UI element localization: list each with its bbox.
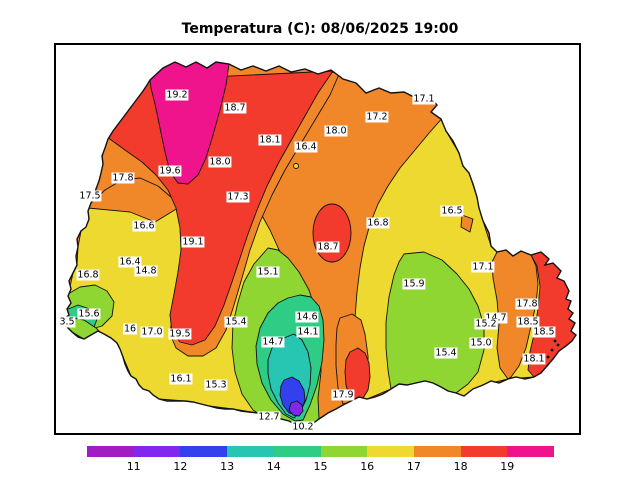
contour-region-violet-nest bbox=[288, 400, 304, 417]
contour-label: 16.8 bbox=[366, 217, 390, 229]
contour-label: 18.1 bbox=[258, 134, 282, 146]
contour-label: 18.0 bbox=[208, 156, 232, 168]
contour-label: 19.1 bbox=[181, 236, 205, 248]
colorbar-segment bbox=[87, 446, 134, 457]
contour-label: 16.4 bbox=[294, 141, 318, 153]
contour-label: 15.6 bbox=[77, 308, 101, 320]
contour-label: 18.7 bbox=[316, 241, 340, 253]
contour-label: 15.1 bbox=[256, 266, 280, 278]
contour-region-orange-northeast-notch bbox=[460, 214, 474, 233]
contour-label: 18.0 bbox=[324, 125, 348, 137]
contour-label: 15.4 bbox=[434, 347, 458, 359]
contour-label: 15.2 bbox=[474, 318, 498, 330]
colorbar-segment bbox=[273, 446, 321, 457]
contour-label: 16 bbox=[122, 323, 138, 335]
contour-label: 14.1 bbox=[296, 326, 320, 338]
contour-label: 16.5 bbox=[440, 205, 464, 217]
colorbar-segment bbox=[460, 446, 508, 457]
contour-label: 15.9 bbox=[402, 278, 426, 290]
plot-frame bbox=[54, 43, 581, 435]
colorbar-segment bbox=[367, 446, 414, 457]
colorbar-tick-label: 15 bbox=[313, 460, 328, 473]
contour-label: 19.6 bbox=[158, 165, 182, 177]
colorbar-tick-label: 16 bbox=[360, 460, 375, 473]
colorbar-tick-label: 12 bbox=[173, 460, 188, 473]
contour-label: 14.7 bbox=[484, 312, 508, 324]
colorbar-segment bbox=[227, 446, 274, 457]
contour-label: 14.7 bbox=[261, 336, 285, 348]
colorbar-segment bbox=[507, 446, 555, 457]
contour-label: 17.2 bbox=[365, 111, 389, 123]
contour-label: 17.8 bbox=[111, 172, 135, 184]
contour-label: 15.3 bbox=[204, 379, 228, 391]
contour-label: 16.8 bbox=[76, 269, 100, 281]
contour-label: 16.1 bbox=[169, 373, 193, 385]
state-outline bbox=[60, 61, 577, 429]
contour-label: 15.4 bbox=[224, 316, 248, 328]
contour-label: 12.7 bbox=[257, 411, 281, 423]
contour-label: 18.7 bbox=[223, 102, 247, 114]
contour-label: 17.8 bbox=[515, 298, 539, 310]
contour-label: 19.5 bbox=[168, 328, 192, 340]
contour-tiny-circle bbox=[293, 163, 299, 169]
contour-label: 14.6 bbox=[295, 311, 319, 323]
colorbar-segment bbox=[413, 446, 461, 457]
contour-label: 17.9 bbox=[331, 389, 355, 401]
contour-label: 17.1 bbox=[471, 261, 495, 273]
contour-label: 17.5 bbox=[78, 190, 102, 202]
colorbar bbox=[87, 446, 555, 457]
contour-label: 18.1 bbox=[522, 353, 546, 365]
colorbar-tick-label: 11 bbox=[126, 460, 141, 473]
contour-label: 17.0 bbox=[140, 326, 164, 338]
colorbar-tick-label: 18 bbox=[453, 460, 468, 473]
colorbar-tick-label: 14 bbox=[266, 460, 281, 473]
page-title: Temperatura (C): 08/06/2025 19:00 bbox=[181, 21, 459, 37]
colorbar-tick-label: 19 bbox=[500, 460, 515, 473]
contour-region-red-oval-center bbox=[312, 203, 352, 263]
contour-label: 16.6 bbox=[132, 220, 156, 232]
colorbar-segment bbox=[180, 446, 228, 457]
contour-label: 17.1 bbox=[412, 93, 436, 105]
colorbar-segment bbox=[133, 446, 181, 457]
contour-label: 17.3 bbox=[226, 191, 250, 203]
colorbar-tick-label: 13 bbox=[220, 460, 235, 473]
contour-label: 18.5 bbox=[532, 326, 556, 338]
contour-label: 15.0 bbox=[469, 337, 493, 349]
colorbar-tick-label: 17 bbox=[406, 460, 421, 473]
contour-label: 19.2 bbox=[165, 89, 189, 101]
contour-label: 3.5 bbox=[58, 316, 76, 328]
contour-label: 16.4 bbox=[118, 256, 142, 268]
contour-label: 14.8 bbox=[134, 265, 158, 277]
contour-label: 10.2 bbox=[291, 421, 315, 433]
colorbar-segment bbox=[320, 446, 368, 457]
contour-label: 18.5 bbox=[516, 316, 540, 328]
